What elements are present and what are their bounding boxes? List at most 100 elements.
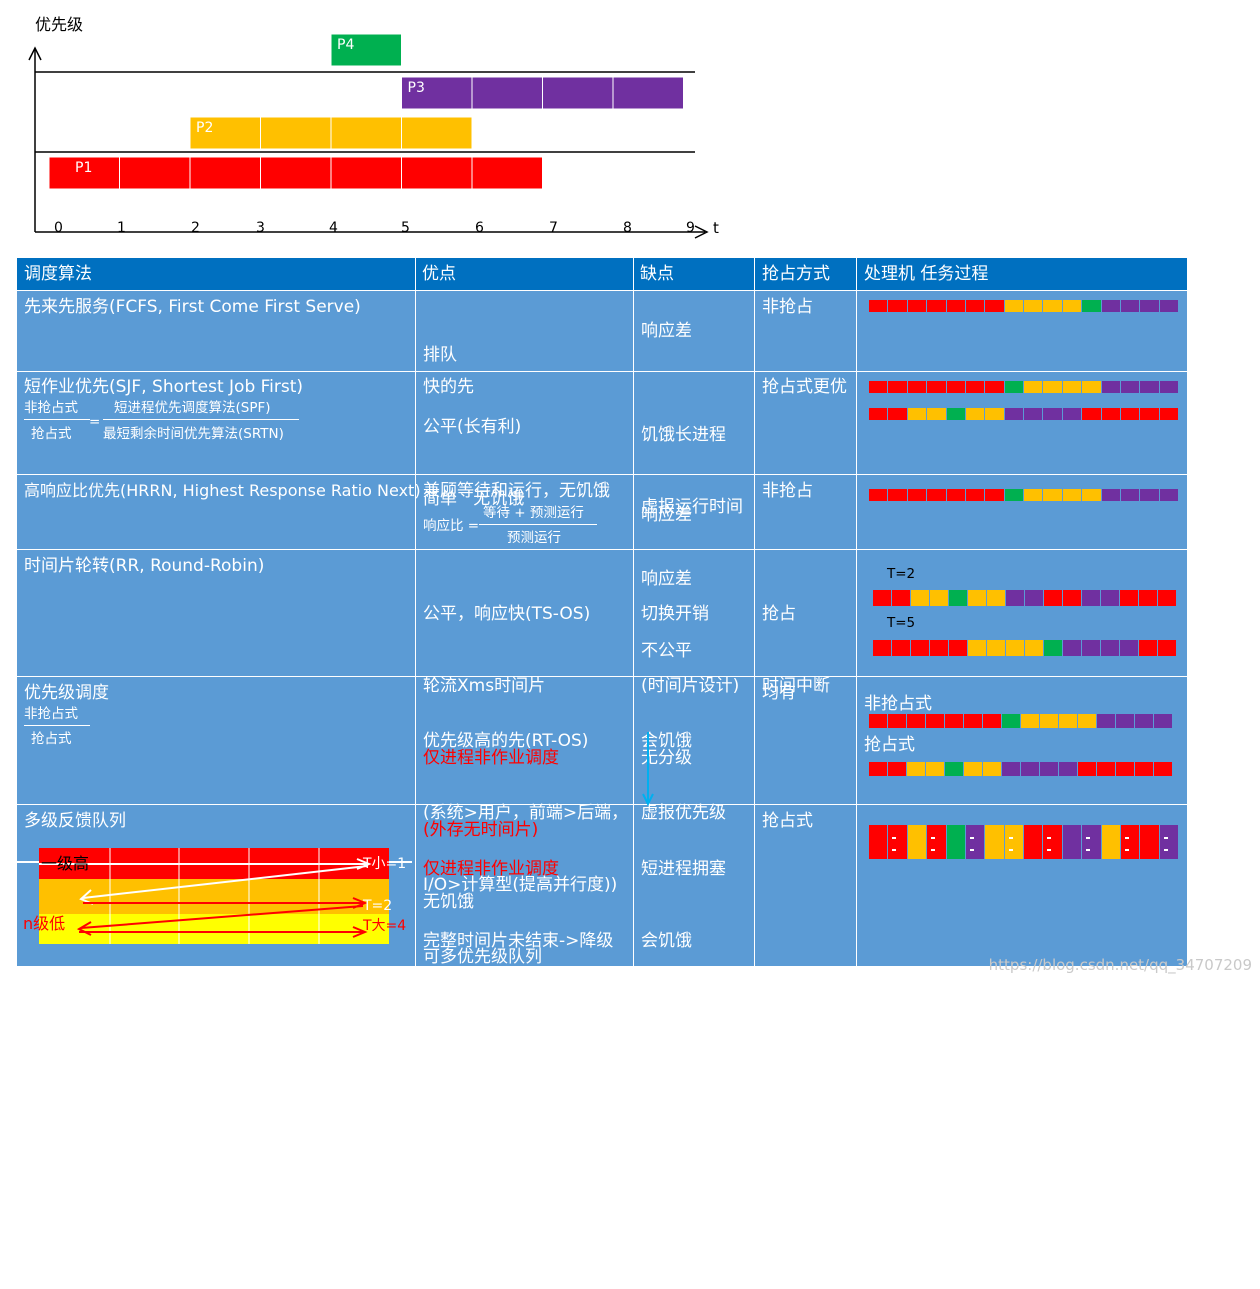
strip-cell	[1139, 640, 1157, 656]
strip-cell	[1158, 590, 1176, 606]
strip-cell	[907, 762, 925, 776]
row-hrrn-pros: 兼顾等待和运行，无饥饿	[423, 481, 610, 501]
strip-cell	[965, 408, 985, 420]
mlfq-level-low: n级低	[23, 914, 65, 933]
pro-item-highlight: (外存无时间片)	[423, 820, 539, 840]
strip-cell	[911, 640, 929, 656]
strip-cell	[946, 300, 965, 312]
strip-cell	[1159, 300, 1178, 312]
response-ratio-numerator: 等待 + 预测运行	[483, 505, 584, 521]
strip-cell	[1116, 714, 1134, 728]
strip-cell	[1120, 489, 1140, 501]
strip-cell	[1120, 300, 1140, 312]
row-priority-algorithm: 优先级调度	[24, 683, 109, 703]
strip-cell	[869, 381, 888, 393]
row-rr-preempt: 抢占 时间中断	[762, 554, 830, 746]
strip-cell	[1004, 381, 1023, 393]
process-bar-p1: P1	[48, 156, 543, 190]
strip-cell	[1021, 762, 1039, 776]
pro-item: 无视虚报运行时间	[423, 1147, 559, 1167]
pro-item-highlight: 仅进程非作业调度	[423, 859, 559, 879]
strip-cell	[1159, 489, 1178, 501]
preempt-item: 抢占	[762, 604, 796, 624]
x-tick-label: 7	[549, 220, 558, 236]
strip-cell	[985, 381, 1004, 393]
con-item: 响应差	[641, 569, 692, 589]
strip-cell	[1120, 825, 1140, 859]
con-item: (时间片设计)	[641, 676, 740, 696]
strip-cell	[1078, 714, 1096, 728]
x-tick-label: 1	[117, 220, 126, 236]
process-bar-p4: P4	[330, 33, 402, 67]
strip-cell	[987, 590, 1005, 606]
row-mlfq-cons: 短进程拥塞 会饥饿 灵活优先级	[641, 809, 726, 1073]
strip-cell	[1024, 825, 1043, 859]
strip-cell	[869, 762, 887, 776]
strip-cell	[1120, 381, 1140, 393]
sjf-preemptive-label: 抢占式	[31, 426, 72, 442]
priority-np-process-label: 非抢占式	[864, 694, 932, 714]
row-priority-preempt: 均有	[762, 683, 796, 703]
process-label: P1	[75, 160, 92, 176]
mlfq-t3: T大=4	[362, 918, 406, 934]
time-slice	[471, 156, 543, 190]
pro-item: 同级FCFS	[423, 1003, 499, 1023]
strip-cell	[945, 762, 963, 776]
fcfs-process-strip	[869, 300, 1179, 312]
pro-item: 完整时间片未结束->降级	[423, 931, 614, 951]
con-item: 不公平	[641, 641, 692, 661]
pro-item: 排队	[423, 345, 457, 365]
strip-cell	[888, 300, 907, 312]
strip-cell	[1159, 408, 1178, 420]
strip-cell	[949, 590, 967, 606]
mlfq-level-high: 一级高	[41, 854, 89, 873]
pro-item: 公平，响应快(TS-OS)	[423, 604, 591, 624]
row-divider	[17, 290, 1187, 291]
y-axis-arrow	[28, 46, 42, 61]
x-tick-label: 5	[401, 220, 410, 236]
strip-cell	[946, 408, 965, 420]
strip-cell	[965, 300, 985, 312]
strip-cell	[1140, 408, 1159, 420]
mlfq-t2: T=2	[362, 898, 392, 914]
strip-cell	[1006, 640, 1024, 656]
column-divider	[754, 258, 755, 966]
strip-cell	[926, 762, 944, 776]
strip-cell	[892, 590, 910, 606]
strip-cell	[907, 300, 927, 312]
strip-cell	[1004, 408, 1023, 420]
strip-cell	[1116, 762, 1134, 776]
rr-t2-strip	[873, 590, 1177, 606]
strip-cell	[911, 590, 929, 606]
pro-item: 无饥饿	[423, 892, 474, 912]
column-divider	[415, 258, 416, 966]
rr-t5-strip	[873, 640, 1177, 656]
pro-item: 真实优先级	[423, 1075, 508, 1095]
strip-cell	[927, 408, 946, 420]
strip-cell	[1082, 300, 1101, 312]
strip-cell	[1025, 640, 1043, 656]
priority-timeline-chart: 优先级 t P1 P2 P3 P4 0 1 2 3 4 5 6 7 8 9	[28, 15, 719, 239]
con-item: 会饥饿	[641, 731, 692, 751]
response-ratio-denominator: 预测运行	[507, 530, 561, 546]
strip-cell	[965, 489, 985, 501]
strip-cell	[1158, 640, 1176, 656]
header-preempt: 抢占方式	[755, 258, 857, 290]
strip-cell	[1101, 300, 1120, 312]
strip-cell	[1082, 590, 1100, 606]
strip-cell	[888, 408, 907, 420]
row-fcfs-preempt: 非抢占	[762, 297, 813, 317]
strip-cell	[965, 825, 985, 859]
strip-cell	[1062, 381, 1082, 393]
row-divider	[17, 676, 1187, 677]
strip-cell	[907, 408, 927, 420]
row-divider	[17, 804, 1187, 805]
sjf-nonpreemptive-label: 非抢占式	[24, 400, 78, 416]
row-divider	[17, 371, 1187, 372]
process-bar-p2: P2	[189, 116, 473, 150]
sjf-nonpreemptive-strip	[869, 381, 1179, 393]
strip-cell	[949, 640, 967, 656]
x-tick-label: 0	[54, 220, 63, 236]
con-item: 短进程拥塞	[641, 859, 726, 879]
strip-cell	[1101, 408, 1120, 420]
